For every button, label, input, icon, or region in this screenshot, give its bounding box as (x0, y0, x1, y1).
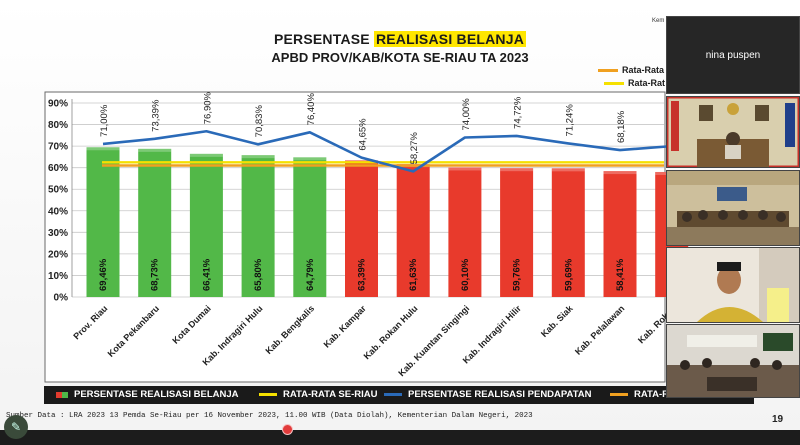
slide-title-highlight: REALISASI BELANJA (373, 31, 527, 47)
bar-realisasi-belanja (603, 171, 637, 297)
participant-tile-5[interactable] (666, 324, 800, 398)
person-video-feed (667, 248, 799, 322)
bar-realisasi-belanja (241, 155, 275, 297)
page-number: 19 (772, 414, 784, 425)
bar-highlight (241, 155, 275, 159)
y-tick-label: 20% (48, 249, 68, 260)
y-tick-label: 0% (54, 293, 69, 304)
participant-tile-2[interactable] (666, 96, 800, 168)
bar-realisasi-belanja (138, 148, 172, 297)
y-tick-label: 70% (48, 142, 68, 153)
line-realisasi-pendapatan (102, 129, 672, 173)
bar-highlight (138, 148, 172, 152)
line-swatch-icon (610, 393, 628, 396)
bar-value-label: 69,46% (98, 258, 109, 291)
line-value-label: 58,27% (409, 132, 420, 165)
line-value-label: 70,83% (254, 105, 265, 138)
recording-indicator-icon[interactable] (282, 424, 293, 435)
conference-room-video-feed (667, 325, 799, 397)
meeting-room-video-feed (667, 171, 799, 245)
legend-item-rata-rata: RATA-RATA SE-RIAU (259, 389, 377, 400)
line-swatch-icon (259, 393, 277, 396)
bar-realisasi-belanja (551, 168, 585, 297)
y-tick-label: 30% (48, 228, 68, 239)
line-value-label: 73,39% (151, 99, 162, 132)
participant-tile-4[interactable] (666, 247, 800, 323)
bar-swatch-icon (56, 391, 68, 398)
chart-legend-bar: PERSENTASE REALISASI BELANJA RATA-RATA S… (44, 386, 754, 404)
legend-line-icon (598, 69, 618, 73)
office-video-feed (667, 97, 799, 167)
legend-line-icon (604, 82, 624, 86)
line-value-label: 74,72% (513, 96, 524, 129)
bar-value-label: 58,41% (615, 258, 626, 291)
right-legend-item-2: Rata-Rat (604, 78, 665, 88)
slide-subtitle: APBD PROV/KAB/KOTA SE-RIAU TA 2023 (271, 50, 529, 65)
slide-corner-text: Kem (652, 18, 665, 24)
line-value-label: 68,18% (616, 110, 627, 143)
line-value-label: 76,40% (306, 93, 317, 126)
bar-value-label: 63,39% (357, 258, 368, 291)
participant-tile-3[interactable] (666, 170, 800, 246)
legend-item-pendapatan: PERSENTASE REALISASI PENDAPATAN (384, 389, 592, 400)
bar-highlight (86, 147, 120, 151)
bar-realisasi-belanja (448, 167, 482, 297)
bar-realisasi-belanja (293, 157, 327, 297)
participant-tile-1[interactable]: nina puspen (666, 16, 800, 94)
participant-name: nina puspen (705, 50, 761, 61)
bar-value-label: 66,41% (201, 258, 212, 291)
y-tick-label: 50% (48, 185, 68, 196)
bar-highlight (189, 153, 223, 157)
y-tick-label: 40% (48, 206, 68, 217)
line-value-label: 76,90% (202, 91, 213, 124)
bar-value-label: 59,76% (512, 258, 523, 291)
bar-value-label: 64,79% (305, 258, 316, 291)
slide-title: PERSENTASE REALISASI BELANJA (0, 31, 800, 47)
bar-value-label: 61,63% (408, 258, 419, 291)
bar-value-label: 68,73% (150, 258, 161, 291)
line-value-label: 71,24% (564, 104, 575, 137)
bar-value-label: 60,10% (460, 258, 471, 291)
bar-line-chart: 0% 10% 20% 30% 40% 50% 60% 70% 80% 90% 69,46% 68,73… (44, 91, 689, 383)
bar-highlight (448, 167, 482, 171)
bar-highlight (500, 168, 534, 172)
legend-item-rata-rata-2: RATA-RA (610, 389, 676, 400)
y-tick-label: 90% (48, 99, 68, 110)
bar-realisasi-belanja (189, 153, 223, 297)
y-tick-label: 80% (48, 120, 68, 131)
bar-highlight (551, 168, 585, 172)
bar-highlight (293, 157, 327, 161)
line-swatch-icon (384, 393, 402, 396)
bar-highlight (603, 171, 637, 175)
line-value-label: 71,00% (99, 104, 110, 137)
right-legend-item-1: Rata-Rata (598, 65, 664, 75)
slide-title-prefix: PERSENTASE (273, 31, 374, 47)
bar-realisasi-belanja (345, 160, 378, 297)
bar-realisasi-belanja (396, 164, 430, 297)
bar-value-label: 65,80% (253, 258, 264, 291)
bar-value-label: 59,69% (563, 258, 574, 291)
annotate-pen-icon[interactable]: ✎ (4, 415, 28, 439)
y-tick-label: 10% (48, 271, 68, 282)
bar-realisasi-belanja (500, 168, 534, 297)
legend-item-belanja: PERSENTASE REALISASI BELANJA (56, 389, 239, 400)
y-tick-label: 60% (48, 163, 68, 174)
source-note: Sumber Data : LRA 2023 13 Pemda Se-Riau … (6, 412, 533, 420)
bar-realisasi-belanja (86, 147, 120, 297)
line-value-label: 74,00% (461, 98, 472, 131)
line-value-label: 64,65% (358, 118, 369, 151)
